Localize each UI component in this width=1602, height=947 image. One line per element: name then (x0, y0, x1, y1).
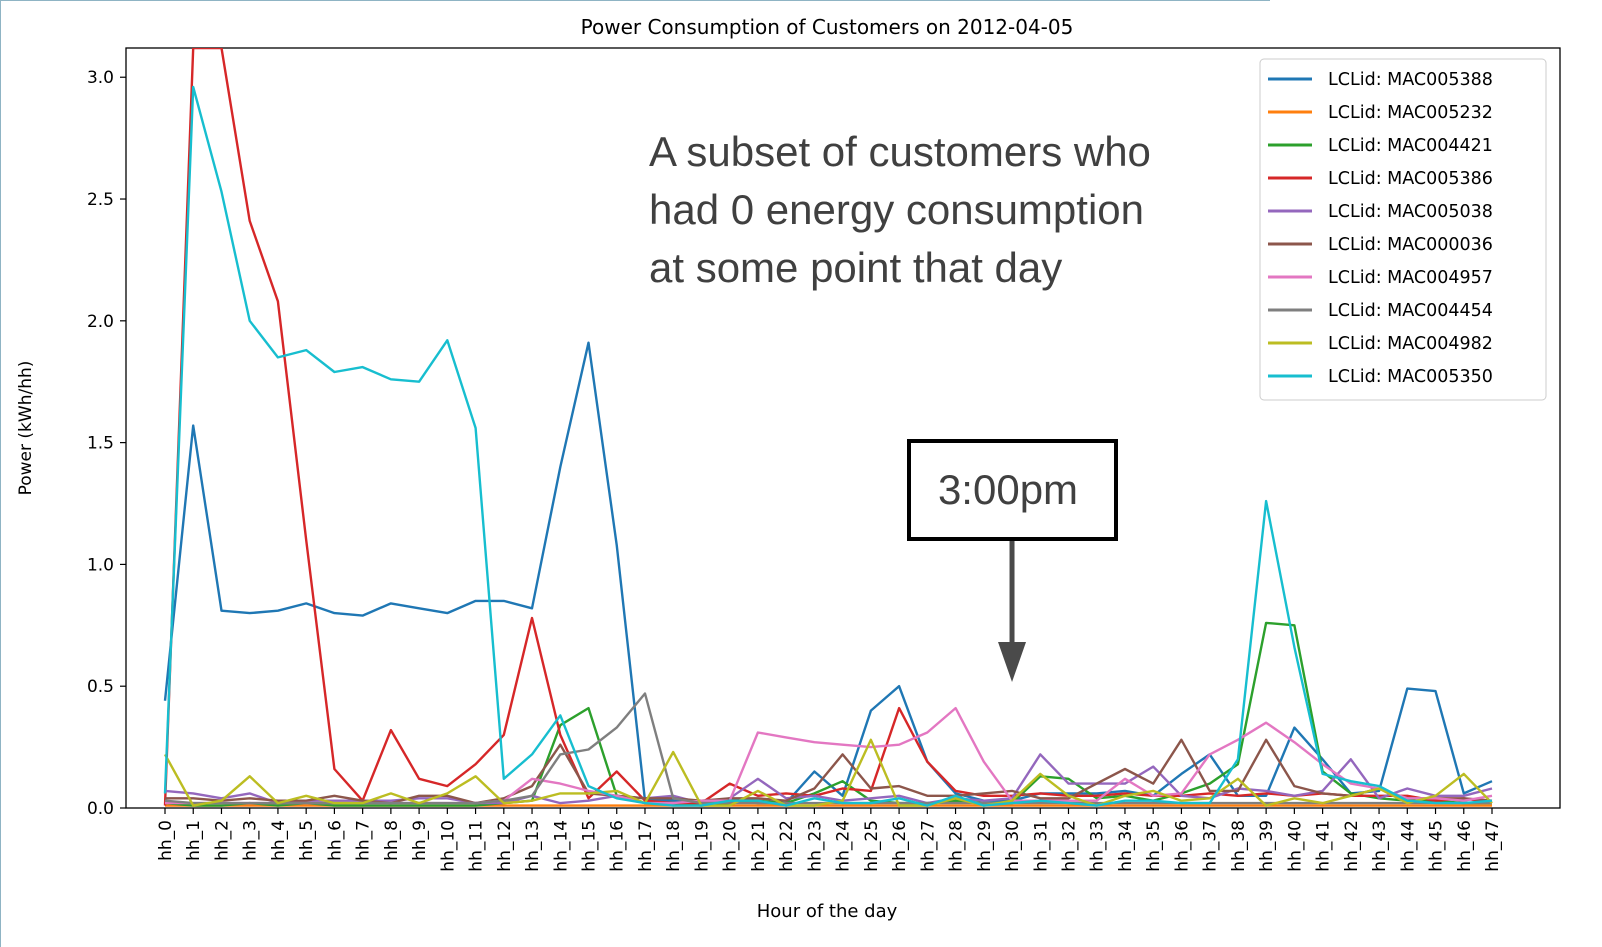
y-tick-label: 1.0 (87, 555, 114, 575)
x-tick-label: hh_26 (890, 820, 910, 872)
legend-label: LCLid: MAC005350 (1328, 367, 1493, 387)
legend: LCLid: MAC005388 LCLid: MAC005232 LCLid: M… (1259, 58, 1547, 401)
y-tick-label: 3.0 (87, 68, 114, 88)
x-tick-label: hh_22 (777, 820, 797, 872)
plot-area: 0.00.51.01.52.02.53.0 hh_0 hh_1 hh_2 hh_3 hh… (87, 47, 1561, 872)
x-tick-label: hh_46 (1455, 820, 1475, 872)
x-tick-label: hh_20 (721, 820, 741, 872)
series-line-mac005038 (164, 753, 1493, 805)
x-tick-label: hh_32 (1059, 820, 1079, 872)
x-tick-label: hh_15 (580, 820, 600, 872)
x-tick-label: hh_33 (1088, 820, 1108, 872)
x-tick-label: hh_25 (862, 820, 882, 872)
y-tick-label: 0.0 (87, 799, 114, 819)
x-axis-label: Hour of the day (757, 901, 898, 922)
x-tick-label: hh_9 (410, 820, 430, 861)
x-tick-label: hh_30 (1003, 820, 1023, 872)
legend-label: LCLid: MAC004454 (1328, 301, 1493, 321)
y-tick-label: 2.5 (87, 190, 114, 210)
x-tick-label: hh_11 (467, 820, 487, 872)
chart-title: Power Consumption of Customers on 2012-0… (581, 15, 1074, 39)
annotation-note-line: at some point that day (649, 244, 1062, 291)
x-tick-label: hh_29 (975, 820, 995, 872)
legend-label: LCLid: MAC004982 (1328, 334, 1493, 354)
x-tick-label: hh_14 (551, 820, 571, 872)
series-line-mac004421 (164, 621, 1492, 807)
down-arrow-icon (998, 541, 1027, 682)
time-callout: 3:00pm (907, 439, 1118, 682)
y-tick-label: 2.0 (87, 312, 114, 332)
x-tick-label: hh_45 (1427, 820, 1447, 872)
x-tick-label: hh_6 (325, 820, 345, 861)
x-tick-label: hh_38 (1229, 820, 1249, 872)
x-tick-label: hh_3 (241, 820, 261, 861)
x-tick-label: hh_0 (156, 820, 176, 861)
legend-label: LCLid: MAC000036 (1328, 235, 1493, 255)
arrow-head (998, 642, 1027, 682)
x-axis: hh_0 hh_1 hh_2 hh_3 hh_4 hh_5 hh_6 hh_7 hh_8 hh_9… (156, 808, 1503, 872)
x-tick-label: hh_37 (1201, 820, 1221, 872)
x-tick-label: hh_19 (692, 820, 712, 872)
series-line-mac005350 (163, 85, 1493, 807)
legend-box (1259, 58, 1547, 401)
x-tick-label: hh_35 (1144, 820, 1164, 872)
legend-label: LCLid: MAC005388 (1328, 70, 1493, 90)
annotation-note: A subset of customers who had 0 energy c… (649, 128, 1151, 291)
series-line-mac005388 (163, 341, 1493, 805)
series-line-mac004957 (165, 706, 1493, 805)
series-line-mac005386 (163, 48, 1493, 806)
legend-label: LCLid: MAC005386 (1328, 169, 1493, 189)
x-tick-label: hh_24 (834, 820, 854, 872)
x-tick-label: hh_47 (1483, 820, 1503, 872)
x-tick-label: hh_2 (212, 820, 232, 861)
x-tick-label: hh_44 (1398, 820, 1418, 872)
x-tick-label: hh_1 (184, 820, 204, 861)
x-tick-label: hh_27 (918, 820, 938, 872)
legend-label: LCLid: MAC004421 (1328, 136, 1493, 156)
legend-label: LCLid: MAC005038 (1328, 202, 1493, 222)
series-line-mac000036 (165, 738, 1493, 805)
x-tick-label: hh_12 (495, 820, 515, 872)
x-tick-label: hh_5 (297, 820, 317, 861)
x-tick-label: hh_36 (1172, 820, 1192, 872)
x-tick-label: hh_31 (1031, 820, 1051, 872)
time-callout-label: 3:00pm (938, 466, 1078, 513)
x-tick-label: hh_41 (1314, 820, 1334, 872)
annotation-note-line: A subset of customers who (649, 128, 1151, 175)
x-tick-label: hh_17 (636, 820, 656, 872)
x-tick-label: hh_23 (805, 820, 825, 872)
x-tick-label: hh_18 (664, 820, 684, 872)
series-line-mac004982 (163, 738, 1493, 807)
x-tick-label: hh_39 (1257, 820, 1277, 872)
y-axis: 0.0 0.5 1.0 1.5 2.0 2.5 3.0 (87, 68, 126, 819)
x-tick-label: hh_4 (269, 820, 289, 861)
x-tick-label: hh_21 (749, 820, 769, 872)
x-tick-label: hh_42 (1342, 820, 1362, 872)
series-lines (163, 48, 1493, 807)
x-tick-label: hh_40 (1285, 820, 1305, 872)
x-tick-label: hh_7 (354, 820, 374, 861)
time-callout-box (907, 439, 1118, 541)
y-tick-label: 0.5 (87, 677, 114, 697)
x-tick-label: hh_34 (1116, 820, 1136, 872)
x-tick-label: hh_43 (1370, 820, 1390, 872)
x-tick-label: hh_10 (438, 820, 458, 872)
annotation-note-line: had 0 energy consumption (649, 186, 1144, 233)
x-tick-label: hh_28 (947, 820, 967, 872)
x-tick-label: hh_13 (523, 820, 543, 872)
x-tick-label: hh_8 (382, 820, 402, 861)
y-tick-label: 1.5 (87, 434, 114, 454)
legend-label: LCLid: MAC004957 (1328, 268, 1493, 288)
x-tick-label: hh_16 (608, 820, 628, 872)
legend-label: LCLid: MAC005232 (1328, 103, 1493, 123)
y-axis-label: Power (kWh/hh) (16, 361, 36, 496)
